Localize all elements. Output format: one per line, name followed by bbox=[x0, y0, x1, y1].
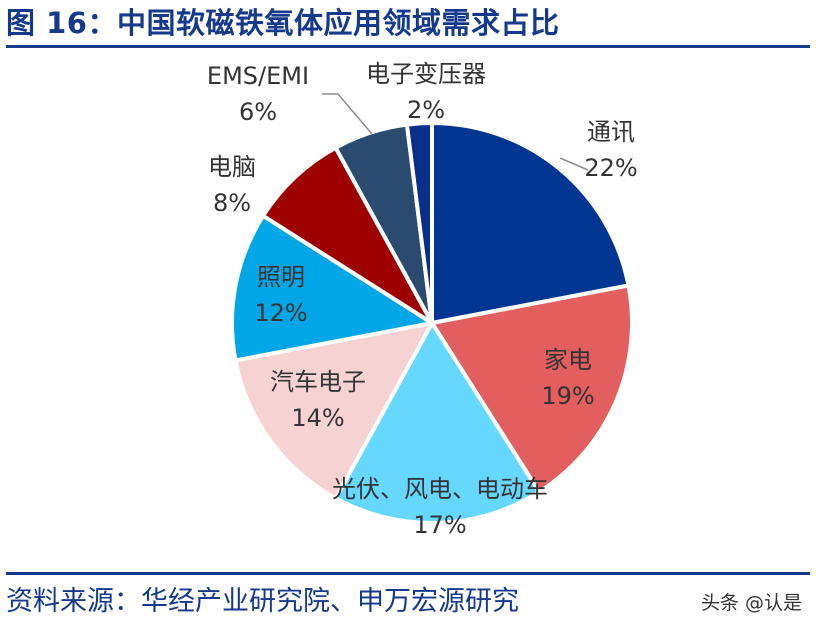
slice-label-value-7: 6% bbox=[239, 98, 277, 126]
slice-label-name-2: 家电 bbox=[544, 346, 592, 374]
slice-labels: 通讯 22% 家电 19% 光伏、风电、电动车 17% 汽车电子 14% 照明 12% 电脑 8% EM… bbox=[207, 60, 638, 539]
slice-label-value-1: 22% bbox=[584, 154, 637, 182]
leader-lines bbox=[322, 93, 589, 171]
slice-5 bbox=[230, 213, 434, 363]
source-note: 资料来源：华经产业研究院、申万宏源研究 bbox=[6, 586, 519, 617]
watermark-text: 头条 @认是 bbox=[700, 592, 802, 614]
title-underline bbox=[6, 45, 810, 48]
slice-label-value-8: 2% bbox=[407, 96, 445, 124]
slice-label-value-6: 8% bbox=[213, 189, 251, 217]
slice-label-name-4: 汽车电子 bbox=[270, 368, 366, 396]
slice-label-value-5: 12% bbox=[254, 299, 307, 327]
slice-8 bbox=[404, 121, 434, 325]
slice-label-name-7: EMS/EMI bbox=[207, 62, 309, 90]
slice-label-name-3: 光伏、风电、电动车 bbox=[332, 475, 548, 503]
pie-chart: 通讯 22% 家电 19% 光伏、风电、电动车 17% 汽车电子 14% 照明 12% 电脑 8% EM… bbox=[207, 60, 638, 539]
slice-label-value-2: 19% bbox=[541, 382, 594, 410]
slice-label-name-8: 电子变压器 bbox=[366, 60, 486, 88]
chart-title: 图 16：中国软磁铁氧体应用领域需求占比 bbox=[6, 6, 560, 40]
footer-rule bbox=[6, 572, 810, 575]
slice-label-value-3: 17% bbox=[413, 511, 466, 539]
leader-line-1 bbox=[559, 157, 589, 171]
leader-line-7 bbox=[322, 93, 373, 135]
slice-1 bbox=[430, 121, 631, 325]
pie-slices bbox=[230, 121, 634, 526]
slice-2 bbox=[430, 283, 634, 494]
slice-4 bbox=[233, 321, 434, 501]
slice-label-value-4: 14% bbox=[291, 404, 344, 432]
slice-label-name-5: 照明 bbox=[257, 263, 305, 291]
slice-label-name-6: 电脑 bbox=[208, 153, 256, 181]
slice-label-name-1: 通讯 bbox=[587, 118, 635, 146]
slice-3 bbox=[333, 321, 542, 526]
